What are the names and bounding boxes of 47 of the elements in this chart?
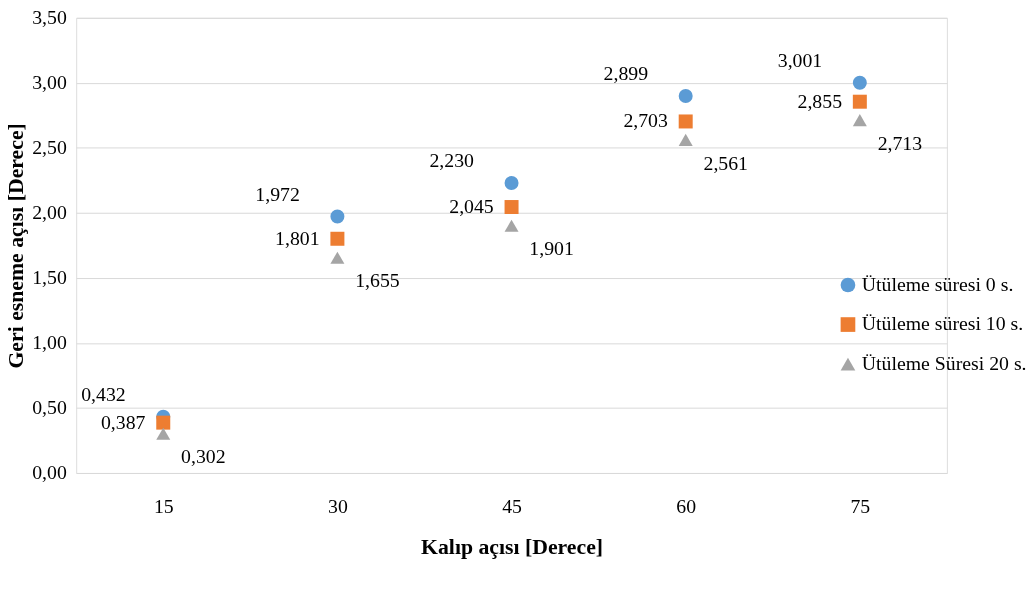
point bbox=[504, 175, 519, 190]
data-label: 1,901 bbox=[529, 237, 574, 260]
x-tick-label: 45 bbox=[502, 495, 523, 518]
legend-label: Ütüleme süresi 0 s. bbox=[861, 272, 1014, 295]
data-label: 0,302 bbox=[181, 445, 226, 468]
data-label: 1,655 bbox=[355, 269, 400, 292]
point bbox=[852, 75, 867, 90]
y-tick-label: 1,50 bbox=[32, 266, 67, 289]
data-label: 3,001 bbox=[777, 48, 823, 71]
x-tick-label: 15 bbox=[153, 495, 174, 518]
y-tick-label: 3,00 bbox=[32, 71, 67, 94]
x-tick-label: 60 bbox=[676, 495, 697, 518]
data-label: 2,899 bbox=[603, 62, 649, 85]
point bbox=[156, 415, 171, 430]
y-tick-label: 1,00 bbox=[32, 331, 67, 354]
point bbox=[504, 219, 519, 232]
y-tick-label: 0,00 bbox=[32, 461, 67, 484]
data-label: 2,045 bbox=[449, 194, 494, 217]
point bbox=[852, 94, 867, 109]
point bbox=[330, 251, 345, 264]
point bbox=[330, 209, 345, 224]
data-label: 1,801 bbox=[275, 226, 320, 249]
x-tick-label: 75 bbox=[850, 495, 871, 518]
legend-label: Ütüleme süresi 10 s. bbox=[861, 312, 1024, 335]
point bbox=[852, 114, 867, 127]
data-label: 2,713 bbox=[877, 131, 923, 154]
data-label: 1,972 bbox=[255, 182, 300, 205]
data-label: 2,561 bbox=[703, 151, 748, 174]
y-axis-title: Geri esneme açısı [Derece] bbox=[4, 123, 29, 369]
x-axis-title: Kalıp açısı [Derece] bbox=[421, 534, 604, 559]
x-tick-label: 30 bbox=[328, 495, 348, 518]
data-label: 2,855 bbox=[797, 89, 843, 112]
data-label: 0,432 bbox=[81, 382, 126, 405]
legend-label: Ütüleme Süresi 20 s. bbox=[861, 352, 1027, 375]
data-label: 0,387 bbox=[100, 410, 146, 433]
point bbox=[678, 114, 693, 129]
data-label: 2,230 bbox=[429, 149, 475, 172]
point bbox=[678, 88, 693, 103]
point bbox=[330, 231, 345, 246]
point bbox=[504, 200, 519, 215]
y-tick-label: 3,50 bbox=[32, 6, 67, 29]
y-tick-label: 2,00 bbox=[32, 201, 67, 224]
y-tick-label: 2,50 bbox=[32, 136, 67, 159]
point bbox=[678, 133, 693, 146]
y-tick-label: 0,50 bbox=[32, 396, 67, 419]
data-label: 2,703 bbox=[623, 109, 668, 132]
point bbox=[156, 427, 171, 440]
